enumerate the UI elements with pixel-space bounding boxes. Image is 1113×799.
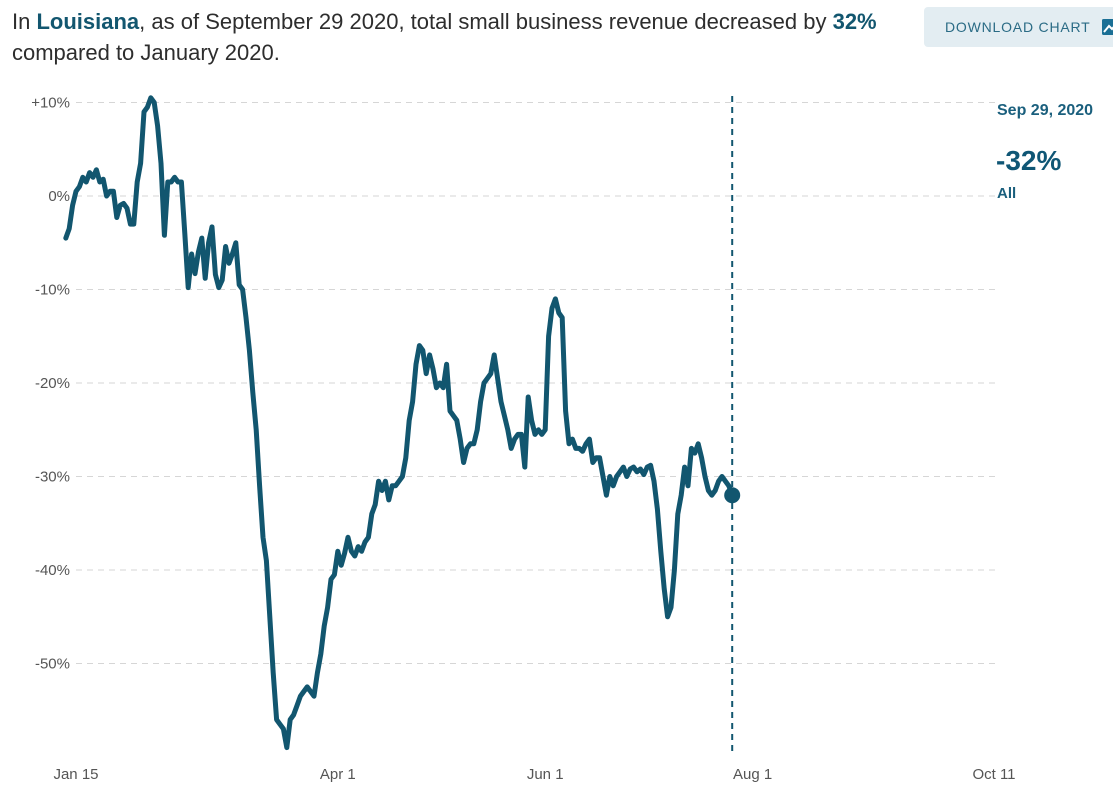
headline-suffix: compared to January 2020. bbox=[12, 40, 280, 65]
x-tick-label-3: Aug 1 bbox=[733, 766, 772, 783]
series bbox=[63, 95, 735, 751]
download-chart-button[interactable]: DOWNLOAD CHART bbox=[924, 7, 1113, 47]
y-tick-label-4: -30% bbox=[35, 469, 70, 486]
annotation-series: All bbox=[997, 185, 1016, 202]
headline-middle: , as of September 29 2020, total small b… bbox=[139, 9, 833, 34]
end-point-marker[interactable] bbox=[724, 487, 741, 504]
y-axis: +10% 0% -10% -20% -30% -40% -50% bbox=[31, 95, 70, 673]
annotation-date: Sep 29, 2020 bbox=[997, 102, 1093, 119]
y-tick-label-6: -50% bbox=[35, 656, 70, 673]
y-tick-label-2: -10% bbox=[35, 282, 70, 299]
headline-percent: 32% bbox=[832, 9, 877, 34]
x-tick-label-1: Apr 1 bbox=[320, 766, 356, 783]
annotation: Sep 29, 2020 -32% All bbox=[724, 96, 1093, 752]
x-tick-label-2: Jun 1 bbox=[527, 766, 564, 783]
download-chart-label: DOWNLOAD CHART bbox=[945, 19, 1091, 35]
x-tick-label-4: Oct 11 bbox=[972, 766, 1015, 783]
x-tick-label-0: Jan 15 bbox=[53, 766, 98, 783]
series-line-all bbox=[63, 95, 735, 751]
headline-prefix: In bbox=[12, 9, 37, 34]
gridlines bbox=[76, 102, 998, 664]
annotation-value: -32% bbox=[996, 145, 1061, 176]
headline-state: Louisiana bbox=[36, 9, 140, 34]
y-tick-label-5: -40% bbox=[35, 562, 70, 579]
y-tick-label-0: +10% bbox=[31, 95, 70, 112]
x-axis: Jan 15 Apr 1 Jun 1 Aug 1 Oct 11 bbox=[53, 766, 1015, 783]
y-tick-label-1: 0% bbox=[48, 188, 70, 205]
y-tick-label-3: -20% bbox=[35, 375, 70, 392]
headline: In Louisiana, as of September 29 2020, t… bbox=[12, 6, 892, 68]
chart-icon bbox=[1101, 19, 1113, 35]
